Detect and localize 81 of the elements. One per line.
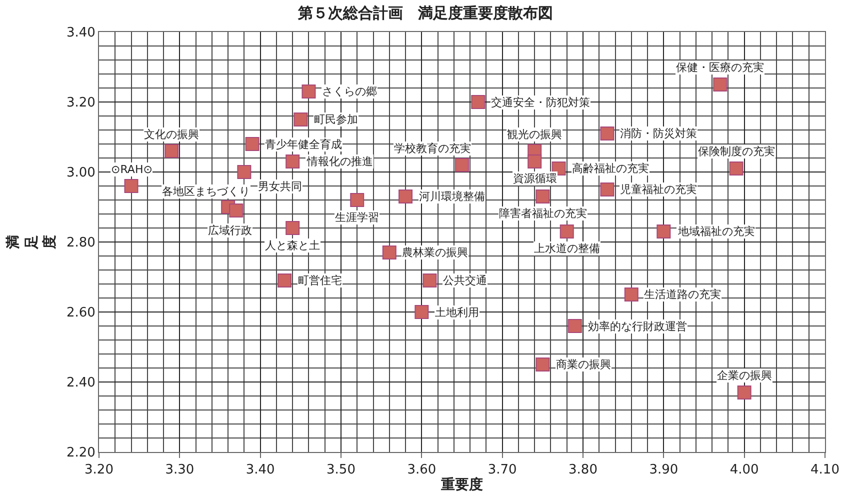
- annotation: 公共交通: [443, 274, 487, 287]
- point: [229, 204, 244, 218]
- point: [528, 154, 542, 168]
- point: [294, 112, 308, 126]
- annotation: 保険制度の充実: [698, 145, 775, 158]
- annotation: 生涯学習: [335, 211, 379, 224]
- x-axis-title: 重要度: [440, 476, 483, 493]
- point: [536, 358, 550, 372]
- x-tick-label: 3.90: [649, 462, 678, 478]
- annotation: 文化の振興: [144, 128, 199, 141]
- annotation: 交通安全・防犯対策: [491, 96, 590, 109]
- annotation: さくらの郷: [322, 85, 377, 98]
- x-tick-label: 3.60: [407, 462, 436, 478]
- point: [536, 190, 550, 204]
- annotation: 土地利用: [435, 306, 479, 319]
- point: [302, 84, 316, 98]
- x-tick-label: 3.80: [568, 462, 598, 478]
- y-tick-label: 2.60: [66, 306, 96, 321]
- annotation: 上水道の整備: [534, 242, 600, 255]
- y-axis-title: 満足度: [6, 235, 58, 250]
- x-tick-label: 3.40: [246, 462, 275, 478]
- point: [350, 193, 364, 207]
- point: [600, 182, 614, 196]
- point: [560, 224, 574, 238]
- chart-title: 第５次総合計画 満足度重要度散布図: [297, 4, 553, 22]
- y-tick-label: 3.40: [66, 26, 96, 41]
- point: [455, 158, 469, 172]
- point: [164, 144, 179, 158]
- point: [656, 224, 671, 238]
- annotation: 保健・医療の充実: [676, 61, 764, 74]
- x-tick-label: 3.70: [488, 462, 517, 478]
- point: [624, 288, 638, 302]
- point: [278, 274, 292, 288]
- annotation: 人と森と土: [265, 239, 320, 252]
- annotation: 消防・防災対策: [620, 127, 697, 140]
- point: [237, 165, 252, 179]
- annotation: 商業の振興: [556, 358, 611, 371]
- annotation: 生活道路の充実: [644, 288, 721, 301]
- point: [382, 246, 396, 260]
- point: [713, 78, 728, 92]
- point: [286, 221, 300, 235]
- annotation: 農林業の振興: [402, 246, 468, 259]
- y-tick-label: 2.40: [66, 376, 96, 391]
- x-tick-label: 3.50: [326, 462, 356, 478]
- point: [398, 190, 413, 204]
- x-tick-label: 4.10: [810, 462, 840, 478]
- y-tick-label: 3.00: [66, 166, 96, 181]
- point: [568, 319, 582, 333]
- annotation: 学校教育の充実: [394, 142, 471, 155]
- annotation: 広域行政: [208, 224, 252, 237]
- annotation: 河川環境整備: [419, 190, 485, 203]
- annotation: 情報化の推進: [306, 155, 373, 168]
- annotation: 児童福祉の充実: [620, 183, 697, 196]
- point: [471, 95, 486, 109]
- point: [737, 386, 752, 400]
- x-tick-label: 3.30: [165, 462, 194, 478]
- annotation: 障害者福祉の充実: [499, 207, 587, 220]
- y-tick-label: 3.20: [66, 96, 96, 111]
- y-tick-label: 2.80: [66, 236, 96, 251]
- annotation: 地域福祉の充実: [677, 225, 755, 238]
- point: [600, 126, 614, 140]
- annotation: 効率的な行財政運営: [588, 320, 687, 333]
- point: [422, 274, 437, 288]
- x-tick-label: 4.00: [730, 462, 759, 478]
- annotation: ⊙RAH⊙: [111, 163, 152, 176]
- y-tick-label: 2.20: [66, 446, 96, 461]
- point: [729, 162, 744, 176]
- point: [414, 305, 429, 319]
- annotation: 高齢福祉の充実: [572, 162, 649, 175]
- annotation: 資源循環: [513, 172, 557, 185]
- annotation: 町民参加: [314, 113, 358, 126]
- point: [286, 154, 300, 168]
- point: [245, 137, 260, 151]
- x-tick-label: 3.20: [84, 462, 114, 478]
- annotation: 各地区まちづくり: [162, 185, 250, 198]
- point: [124, 179, 138, 193]
- annotation: 町営住宅: [298, 274, 342, 287]
- annotation: 青少年健全育成: [265, 138, 342, 151]
- annotation: 観光の振興: [507, 128, 562, 141]
- annotation: 企業の振興: [717, 369, 772, 382]
- annotation: 男女共同: [258, 180, 302, 193]
